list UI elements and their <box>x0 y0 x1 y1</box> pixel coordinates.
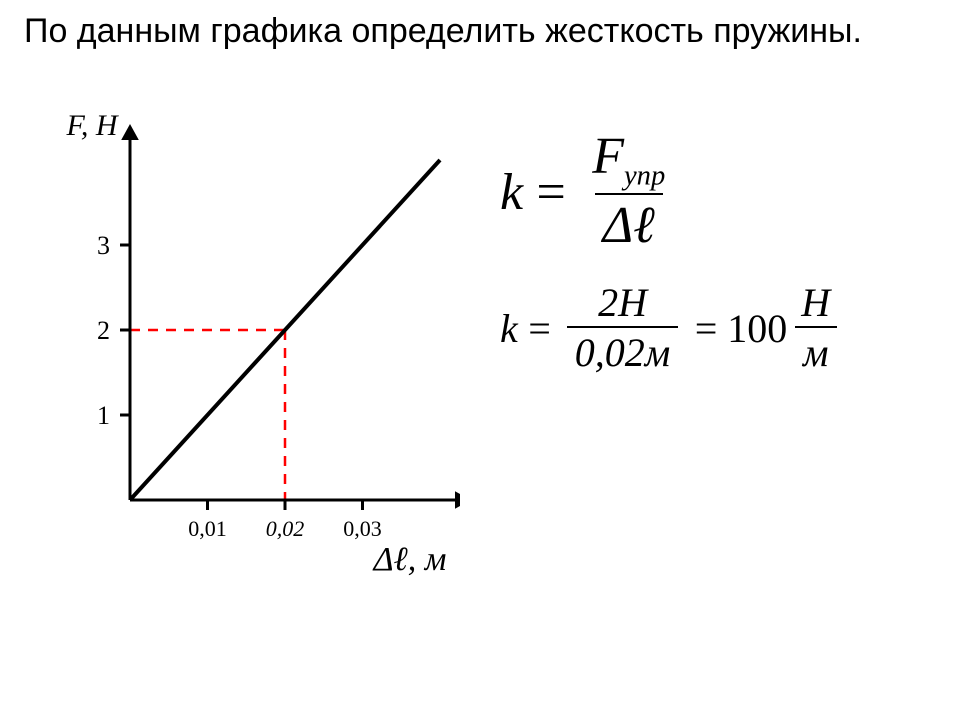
problem-title: По данным графика определить жесткость п… <box>24 10 924 53</box>
fraction-fupr-over-dl: Fупр Δℓ <box>584 130 673 254</box>
numerator-sub-upr: упр <box>624 160 665 191</box>
fraction-2H-over-002m: 2H 0,02м <box>567 282 679 374</box>
svg-text:2: 2 <box>97 316 110 345</box>
formulas-block: k = Fупр Δℓ k = 2H 0,02м = 100 H м <box>500 130 940 402</box>
svg-text:0,03: 0,03 <box>343 516 382 541</box>
result-unit-fraction: H м <box>793 282 838 374</box>
svg-text:F, H: F, H <box>65 110 119 142</box>
force-extension-chart: 1 2 3 0,01 0,02 0,03 F, H Δℓ, м <box>40 110 460 585</box>
equals-sign: = <box>533 163 568 222</box>
svg-text:3: 3 <box>97 231 110 260</box>
numerator-2H: 2H <box>590 282 655 326</box>
page-root: По данным графика определить жесткость п… <box>0 0 960 720</box>
formula-lhs: k <box>500 163 523 222</box>
result-value: 100 <box>727 305 787 352</box>
numerator-F: F <box>592 128 624 185</box>
svg-text:0,01: 0,01 <box>188 516 227 541</box>
formula-lhs-2: k <box>500 305 518 352</box>
fraction-denominator: Δℓ <box>595 193 663 254</box>
denominator-002m: 0,02м <box>567 326 679 374</box>
result-unit-den: м <box>795 326 837 374</box>
result-unit-num: H <box>793 282 838 326</box>
svg-text:0,02: 0,02 <box>266 516 305 541</box>
formula-k-definition: k = Fупр Δℓ <box>500 130 940 254</box>
equals-sign-2: = <box>526 305 553 352</box>
formula-k-numeric: k = 2H 0,02м = 100 H м <box>500 282 940 374</box>
equals-sign-3: = <box>692 305 719 352</box>
svg-text:1: 1 <box>97 401 110 430</box>
svg-text:Δℓ, м: Δℓ, м <box>372 541 447 578</box>
chart-svg: 1 2 3 0,01 0,02 0,03 F, H Δℓ, м <box>40 110 460 580</box>
fraction-numerator: Fупр <box>584 130 673 193</box>
